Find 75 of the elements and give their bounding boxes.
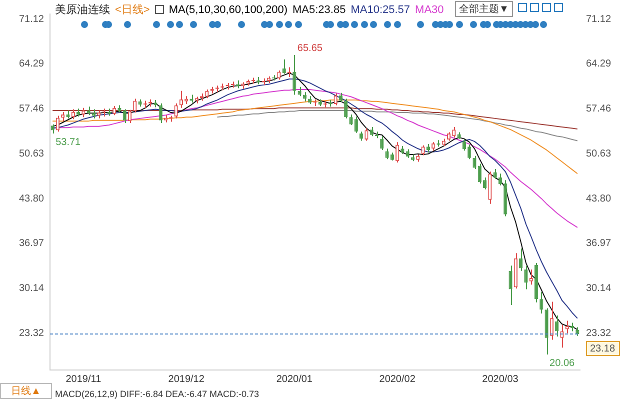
annotation: 65.65 <box>297 42 323 54</box>
candlestick <box>349 114 353 126</box>
legend-title: MA(5,10,30,60,100,200) <box>168 4 288 16</box>
candlestick <box>508 265 512 306</box>
x-tick-label: 2020/01 <box>276 374 313 385</box>
candlestick <box>396 142 400 163</box>
candlestick <box>380 136 384 150</box>
y-tick-label: 23.32 <box>18 328 44 339</box>
candlestick <box>277 70 281 80</box>
candlestick <box>298 86 302 97</box>
y-tick-label: 57.46 <box>18 104 44 115</box>
candlestick <box>529 269 533 286</box>
candlestick <box>452 126 456 138</box>
text: MA5:23.85 <box>292 4 346 16</box>
y-tick-label: 30.14 <box>18 283 44 294</box>
candlestick <box>50 124 54 134</box>
candlestick <box>540 291 544 314</box>
candlestick <box>524 265 528 290</box>
y2-tick-label: 71.12 <box>586 14 612 25</box>
text: MA10:25.57 <box>350 4 410 16</box>
candlestick <box>133 98 137 114</box>
candlestick <box>478 163 482 184</box>
candlestick <box>565 320 569 334</box>
candlestick <box>385 148 389 160</box>
candlestick <box>468 144 472 160</box>
y-tick-label: 43.80 <box>18 193 44 204</box>
candlestick <box>519 248 523 272</box>
annotation: 20.06 <box>550 358 576 370</box>
candlestick <box>112 105 116 116</box>
x-tick-label: 2019/11 <box>66 374 102 385</box>
y2-tick-label: 30.14 <box>586 283 612 294</box>
candlestick <box>555 314 559 337</box>
x-tick-label: 2019/12 <box>168 374 205 385</box>
y2-tick-label: 64.29 <box>586 58 612 70</box>
candlestick <box>158 102 162 124</box>
y2-tick-label: 23.32 <box>586 328 612 339</box>
y2-tick-label: 43.80 <box>586 193 612 204</box>
candlestick <box>370 126 374 137</box>
candlestick <box>292 54 296 96</box>
candlestick <box>334 92 338 106</box>
y-tick-label: 71.12 <box>18 14 44 25</box>
annotation: 53.71 <box>56 137 82 148</box>
y-tick-label: 36.97 <box>18 238 44 250</box>
candlestick <box>92 108 96 119</box>
text: MACD(26,12,9) DIFF:-6.84 DEA:-6.47 MACD:-0.73 <box>55 389 260 399</box>
candlestick <box>498 173 502 186</box>
candlestick <box>364 128 368 142</box>
y2-tick-label: 50.63 <box>586 148 612 160</box>
chart-subtitle: <日线> <box>115 3 150 17</box>
text: MA30 <box>415 4 444 16</box>
candlestick <box>483 177 487 190</box>
candlestick <box>421 144 425 156</box>
y-tick-label: 50.63 <box>18 148 44 160</box>
y2-tick-label: 36.97 <box>586 238 612 250</box>
annotation: 全部主题▼ <box>455 1 513 17</box>
chart-title: 美原油连续 <box>55 2 110 17</box>
y2-tick-label: 57.46 <box>586 104 612 115</box>
candlestick <box>128 109 132 124</box>
x-tick-label: 2020/03 <box>482 374 519 385</box>
candlestick <box>360 131 364 142</box>
candlestick <box>61 111 65 122</box>
candlestick <box>560 324 564 348</box>
candlestick <box>56 115 60 132</box>
text: 日线▲ <box>0 383 52 399</box>
candlestick <box>122 108 126 124</box>
x-tick-label: 2020/02 <box>379 374 416 385</box>
candlestick <box>462 138 466 152</box>
candlestick <box>344 98 348 119</box>
candlestick <box>472 155 476 170</box>
ref-line-label: 23.18 <box>590 343 616 354</box>
y-tick-label: 64.29 <box>18 58 44 70</box>
candlestick <box>82 107 86 118</box>
candlestick <box>354 116 358 134</box>
candlestick <box>179 90 184 108</box>
candlestick <box>174 102 178 119</box>
